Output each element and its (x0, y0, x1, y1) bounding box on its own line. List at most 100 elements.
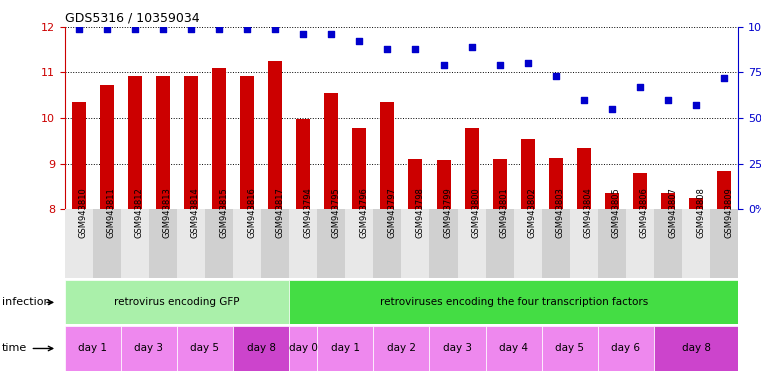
Text: day 3: day 3 (135, 343, 164, 354)
Text: time: time (2, 343, 27, 354)
Bar (654, 326, 738, 371)
Point (185, 26, 197, 32)
Bar (598, 209, 626, 278)
Bar (633, 173, 647, 209)
Point (72, 26, 84, 32)
Text: day 1: day 1 (78, 343, 107, 354)
Bar (437, 160, 451, 209)
Bar (661, 193, 675, 209)
Bar (542, 209, 570, 278)
Bar (429, 209, 457, 278)
Bar (317, 326, 374, 371)
Bar (261, 209, 289, 278)
Text: infection: infection (2, 297, 50, 308)
Point (438, 62, 450, 68)
Point (662, 97, 674, 103)
Bar (429, 326, 486, 371)
Bar (521, 139, 535, 209)
Text: day 8: day 8 (682, 343, 711, 354)
Bar (93, 209, 121, 278)
Bar (486, 326, 542, 371)
Text: GSM943797: GSM943797 (387, 187, 396, 238)
Text: GSM943811: GSM943811 (107, 187, 116, 238)
Bar (570, 209, 598, 278)
Bar (128, 76, 142, 209)
Text: GSM943810: GSM943810 (78, 187, 88, 238)
Text: GDS5316 / 10359034: GDS5316 / 10359034 (65, 12, 199, 25)
Text: GSM943794: GSM943794 (303, 187, 312, 238)
Bar (184, 76, 198, 209)
Point (549, 73, 562, 79)
Text: day 8: day 8 (247, 343, 275, 354)
Point (213, 26, 225, 32)
Bar (65, 280, 289, 324)
Bar (121, 209, 149, 278)
Point (521, 60, 533, 66)
Text: day 1: day 1 (331, 343, 360, 354)
Bar (156, 76, 170, 209)
Text: GSM943816: GSM943816 (247, 187, 256, 238)
Bar (682, 209, 710, 278)
Point (466, 44, 478, 50)
Point (353, 38, 365, 45)
Bar (409, 159, 422, 209)
Text: GSM943817: GSM943817 (275, 187, 284, 238)
Bar (212, 68, 226, 209)
Point (690, 102, 702, 108)
Text: GSM943799: GSM943799 (444, 187, 453, 238)
Text: GSM943815: GSM943815 (219, 187, 228, 238)
Bar (268, 61, 282, 209)
Text: GSM943814: GSM943814 (191, 187, 200, 238)
Text: GSM943795: GSM943795 (331, 187, 340, 238)
Text: GSM943805: GSM943805 (612, 187, 621, 238)
Bar (374, 209, 401, 278)
Text: day 0: day 0 (288, 343, 317, 354)
Text: GSM943809: GSM943809 (724, 187, 733, 238)
Point (718, 75, 731, 81)
Bar (401, 209, 429, 278)
Text: GSM943796: GSM943796 (359, 187, 368, 238)
Point (325, 31, 337, 37)
Bar (345, 209, 374, 278)
Point (269, 26, 282, 32)
Text: day 6: day 6 (611, 343, 641, 354)
Point (409, 46, 422, 52)
Bar (289, 209, 317, 278)
Bar (380, 102, 394, 209)
Bar (717, 170, 731, 209)
Bar (374, 326, 429, 371)
Text: GSM943813: GSM943813 (163, 187, 172, 238)
Bar (486, 209, 514, 278)
Point (100, 26, 113, 32)
Bar (605, 193, 619, 209)
Text: retroviruses encoding the four transcription factors: retroviruses encoding the four transcrip… (380, 297, 648, 308)
Bar (542, 326, 598, 371)
Point (606, 106, 618, 112)
Text: GSM943801: GSM943801 (500, 187, 508, 238)
Bar (598, 326, 654, 371)
Bar (100, 85, 114, 209)
Bar (289, 280, 738, 324)
Point (297, 31, 309, 37)
Bar (626, 209, 654, 278)
Bar (689, 198, 703, 209)
Bar (324, 93, 339, 209)
Bar (289, 326, 317, 371)
Text: day 5: day 5 (190, 343, 219, 354)
Text: GSM943798: GSM943798 (416, 187, 425, 238)
Bar (205, 209, 233, 278)
Bar (177, 209, 205, 278)
Bar (492, 159, 507, 209)
Point (157, 26, 169, 32)
Text: GSM943807: GSM943807 (668, 187, 677, 238)
Bar (549, 158, 563, 209)
Text: retrovirus encoding GFP: retrovirus encoding GFP (114, 297, 240, 308)
Bar (464, 128, 479, 209)
Bar (121, 326, 177, 371)
Point (634, 84, 646, 90)
Bar (149, 209, 177, 278)
Text: day 3: day 3 (443, 343, 472, 354)
Bar (317, 209, 345, 278)
Text: GSM943803: GSM943803 (556, 187, 565, 238)
Point (494, 62, 506, 68)
